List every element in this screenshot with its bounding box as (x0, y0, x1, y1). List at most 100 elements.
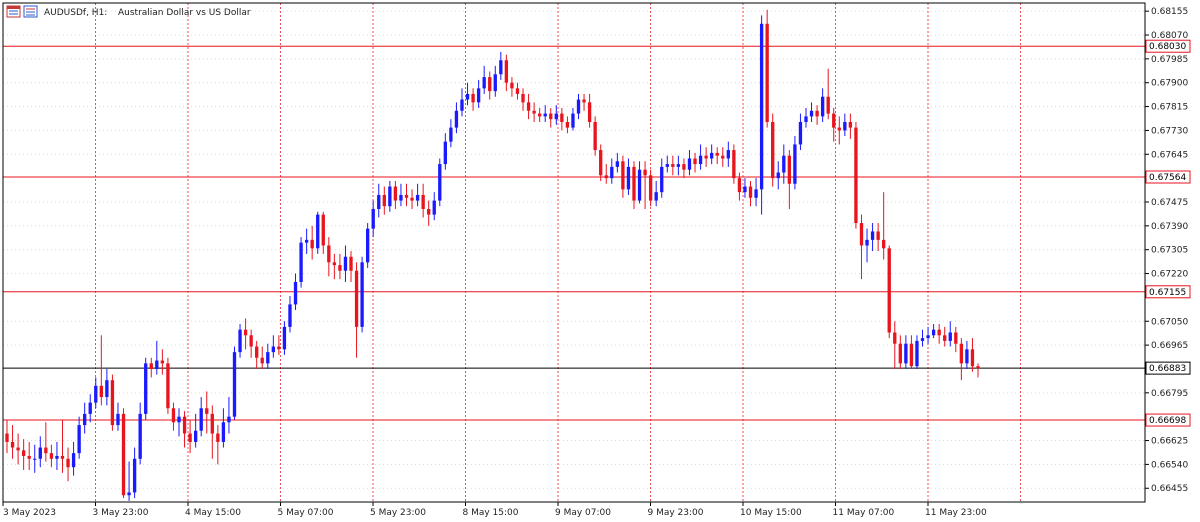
candle-body (743, 186, 747, 193)
chart-symbol: AUDUSDf, H1: (44, 8, 107, 18)
candle-body (205, 408, 209, 414)
level-label-box (1145, 39, 1191, 53)
candle-body (798, 121, 803, 145)
candle-body (748, 186, 753, 198)
candle-body (16, 447, 20, 451)
candle-body (221, 422, 226, 442)
candle-body (754, 189, 758, 198)
candle-body (854, 127, 858, 224)
horizontal-levels: 0.68030 0.67564 0.67155 0.66698 0.66883 (3, 39, 1191, 427)
candle-body (521, 93, 525, 103)
candle-body (676, 164, 681, 167)
time-label: 5 May 23:00 (370, 508, 426, 518)
chart-header: AUDUSDf, H1: Australian Dollar vs US Dol… (6, 5, 251, 18)
candle-body (299, 242, 303, 282)
candle-body (44, 447, 48, 454)
candle-body (88, 402, 92, 414)
candle-body (648, 175, 653, 201)
candle-body (232, 352, 237, 417)
candle-body (571, 113, 575, 128)
candle-body (915, 340, 919, 367)
candle-body (704, 155, 708, 159)
candle-body (127, 492, 131, 496)
candle-body (926, 335, 930, 339)
candle-body (94, 385, 98, 403)
candle-body (27, 455, 31, 459)
candle-body (110, 380, 115, 426)
candle-body (576, 99, 581, 114)
candle-body (238, 329, 242, 353)
candle-body (543, 113, 547, 117)
candle-body (171, 408, 176, 423)
candle-body (759, 23, 764, 190)
candle-body (954, 332, 958, 344)
candle-body (399, 194, 403, 201)
time-label: 9 May 07:00 (555, 508, 611, 518)
level-label: 0.68030 (1149, 42, 1186, 52)
candle-body (343, 256, 348, 271)
candle-body (837, 127, 841, 131)
chart-window-icon[interactable] (6, 5, 21, 18)
candle-body (21, 450, 26, 456)
candle-body (698, 155, 703, 165)
candle-body (144, 363, 148, 414)
candle-body (277, 346, 281, 350)
level-label-box (1145, 413, 1191, 427)
candle-body (510, 82, 514, 89)
level-label-box (1145, 170, 1191, 184)
time-label: 8 May 15:00 (463, 508, 519, 518)
candle-body (587, 102, 592, 122)
candle-body (33, 458, 37, 460)
candle-body (560, 113, 564, 122)
price-tick-label: 0.68070 (1151, 31, 1188, 41)
candle-body (931, 329, 936, 336)
candles (5, 9, 980, 501)
price-tick-label: 0.66455 (1151, 484, 1188, 494)
candle-body (593, 121, 597, 151)
candle-body (621, 161, 625, 190)
candle-body (421, 194, 425, 209)
candle-body (66, 458, 70, 468)
candle-body (77, 425, 81, 454)
candle-body (820, 96, 825, 117)
candle-body (360, 262, 364, 327)
candle-body (909, 343, 914, 367)
candle-body (943, 335, 947, 341)
plot-border (2, 2, 1146, 503)
symbol-icon[interactable] (23, 5, 38, 18)
candle-body (876, 231, 880, 240)
candle-body (848, 121, 853, 128)
candle-body (870, 231, 875, 240)
candle-body (476, 88, 481, 103)
candle-body (227, 416, 231, 423)
candle-body (976, 366, 980, 369)
candle-body (793, 144, 797, 184)
candle-body (843, 121, 847, 131)
candle-body (948, 332, 952, 341)
candle-body (310, 239, 314, 249)
candle-body (160, 360, 165, 364)
candle-body (654, 192, 658, 201)
candle-body (121, 413, 126, 496)
candle-body (338, 265, 342, 271)
candle-body (382, 194, 386, 207)
candle-body (815, 110, 819, 117)
time-label: 4 May 15:00 (185, 508, 241, 518)
candle-body (404, 194, 409, 198)
time-label: 10 May 15:00 (740, 508, 802, 518)
candle-body (970, 349, 975, 367)
candle-body (99, 385, 103, 398)
current-price-box (1145, 361, 1191, 375)
candle-body (282, 326, 287, 350)
time-label: 5 May 07:00 (278, 508, 334, 518)
candle-body (5, 433, 9, 442)
price-tick-label: 0.67900 (1151, 79, 1188, 89)
price-tick-label: 0.66795 (1151, 389, 1188, 399)
current-price-label: 0.66883 (1149, 364, 1186, 374)
candle-body (626, 166, 631, 190)
candle-body (243, 329, 248, 336)
candle-body (188, 433, 192, 442)
candle-body (726, 150, 730, 159)
candle-body (432, 200, 436, 215)
